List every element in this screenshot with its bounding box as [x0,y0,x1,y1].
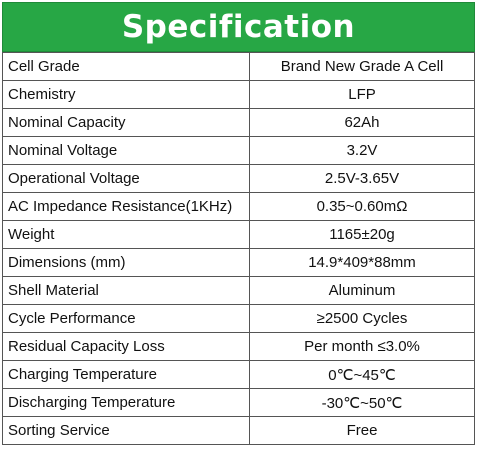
table-row: Cell Grade Brand New Grade A Cell [2,52,475,81]
row-value: Per month ≤3.0% [249,332,475,361]
table-row: AC Impedance Resistance(1KHz) 0.35~0.60m… [2,192,475,221]
spec-header: Specification [2,2,475,52]
row-value: 0℃~45℃ [249,360,475,389]
row-value: Aluminum [249,276,475,305]
row-label: Charging Temperature [2,360,250,389]
row-value: Brand New Grade A Cell [249,52,475,81]
row-label: Shell Material [2,276,250,305]
row-label: AC Impedance Resistance(1KHz) [2,192,250,221]
row-value: 14.9*409*88mm [249,248,475,277]
row-value: 3.2V [249,136,475,165]
row-label: Dimensions (mm) [2,248,250,277]
spec-table: Cell Grade Brand New Grade A Cell Chemis… [2,52,475,445]
row-label: Operational Voltage [2,164,250,193]
table-row: Chemistry LFP [2,80,475,109]
row-value: 0.35~0.60mΩ [249,192,475,221]
row-label: Nominal Capacity [2,108,250,137]
row-label: Chemistry [2,80,250,109]
row-label: Cycle Performance [2,304,250,333]
table-row: Weight 1165±20g [2,220,475,249]
table-row: Discharging Temperature -30℃~50℃ [2,388,475,417]
table-row: Cycle Performance ≥2500 Cycles [2,304,475,333]
row-label: Cell Grade [2,52,250,81]
row-value: 62Ah [249,108,475,137]
row-label: Sorting Service [2,416,250,445]
table-row: Charging Temperature 0℃~45℃ [2,360,475,389]
row-value: LFP [249,80,475,109]
row-value: -30℃~50℃ [249,388,475,417]
row-label: Residual Capacity Loss [2,332,250,361]
row-value: Free [249,416,475,445]
row-label: Nominal Voltage [2,136,250,165]
row-label: Discharging Temperature [2,388,250,417]
row-label: Weight [2,220,250,249]
table-row: Sorting Service Free [2,416,475,445]
row-value: 1165±20g [249,220,475,249]
table-row: Nominal Voltage 3.2V [2,136,475,165]
table-row: Operational Voltage 2.5V-3.65V [2,164,475,193]
table-row: Residual Capacity Loss Per month ≤3.0% [2,332,475,361]
page-edge [475,0,481,465]
row-value: 2.5V-3.65V [249,164,475,193]
table-row: Shell Material Aluminum [2,276,475,305]
row-value: ≥2500 Cycles [249,304,475,333]
spec-title: Specification [121,9,356,45]
table-row: Nominal Capacity 62Ah [2,108,475,137]
table-row: Dimensions (mm) 14.9*409*88mm [2,248,475,277]
